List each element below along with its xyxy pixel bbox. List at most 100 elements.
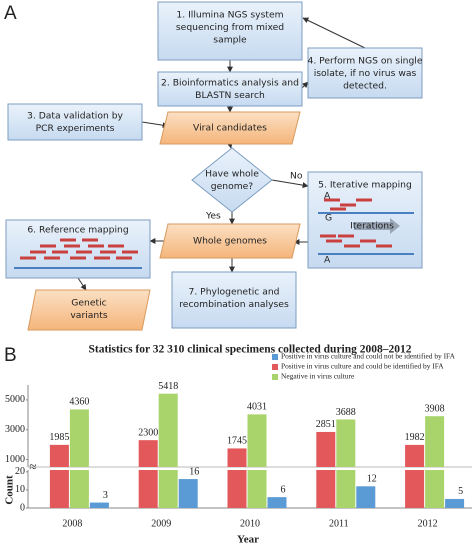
bar [158,393,178,467]
value-label: 5 [458,486,463,497]
edge-label: Yes [205,211,221,222]
panel-label: B [4,345,17,366]
bar [316,431,336,467]
decision [191,147,273,213]
value-label: 1985 [49,432,69,443]
bar [247,414,267,467]
bar [138,440,158,467]
process-box [307,171,423,269]
legend-label: Positive in virus culture and could not … [281,352,456,361]
chart-title: Statistics for 32 310 clinical specimens… [88,344,411,356]
upper-plot [49,393,464,474]
x-tick-label: 2011 [329,518,349,529]
bar [89,502,109,508]
value-label: 1745 [227,436,247,447]
value-label: 4360 [69,397,89,408]
mapping-label: A [324,255,331,266]
bar [445,498,465,508]
node-label: Genetic [71,298,106,309]
data-box [159,111,301,145]
bar [227,448,247,467]
legend-swatch [272,364,278,370]
y-tick-label: 10 [15,484,25,495]
value-label: 6 [281,484,286,495]
flow-arrow [226,142,233,149]
lower-plot [49,470,465,508]
axis-break: ≈ [29,459,36,474]
data-box [27,289,151,331]
bar [268,467,287,474]
flow-arrow [271,179,309,189]
edge-label: No [290,171,303,182]
node-label: recombination analyses [179,299,289,310]
value-label: 12 [367,474,377,485]
panel-label: A [4,3,17,24]
process-box [7,103,143,141]
node-label: detected. [343,81,387,92]
node-label: 3. Data validation by [27,111,124,122]
process-box [307,47,423,99]
value-label: 16 [189,466,199,477]
bar [336,470,356,508]
node-label: genome? [211,181,254,192]
value-label: 2300 [138,427,158,438]
node-label: 4. Perform NGS on single [308,56,423,67]
bar [425,470,445,508]
y-tick-label: 5000 [5,394,25,405]
y-tick-label: 20 [15,466,25,477]
bar [247,470,267,508]
value-label: 4031 [247,402,267,413]
node-label: Viral candidates [193,123,267,134]
node-label: 7. Phylogenetic and [188,287,279,298]
bar [316,470,336,508]
flow-arrow [77,277,87,291]
mapping-label: G [325,213,332,224]
y-tick-label: 3000 [5,424,25,435]
node-label: isolate, if no virus was [314,68,417,79]
legend-swatch [272,354,278,360]
bar [405,444,425,467]
bar [445,467,464,474]
node-label: variants [70,310,107,321]
bar [158,470,178,508]
process-box [171,271,297,329]
mapping-label: A [324,191,331,202]
iteration-arrow [354,218,400,234]
bar [425,416,445,467]
bar [49,470,69,508]
bar [405,470,425,508]
value-label: 3 [103,490,108,501]
x-axis-label: Year [237,534,259,545]
legend-label: Positive in virus culture and could be i… [281,362,444,371]
x-tick-label: 2009 [151,518,171,529]
node-label: 2. Bioinformatics analysis and [161,78,299,89]
flow-arrow [141,121,169,129]
node-label: 6. Reference mapping [27,225,128,236]
value-label: 2851 [316,419,336,430]
value-label: 3908 [425,403,445,414]
bar [90,467,109,474]
flow-arrow [301,81,309,89]
bar [138,470,158,508]
node-label: Whole genomes [193,236,267,247]
bar [49,444,69,467]
data-box [159,223,301,259]
value-label: 1982 [405,432,425,443]
node-label: sample [213,35,247,46]
bar [356,486,376,508]
node-label: BLASTN search [195,90,265,101]
y-tick-label: 1000 [5,454,25,465]
node-label: 1. Illumina NGS system [176,10,283,21]
process-box [157,1,303,61]
flow-arrow [302,17,366,49]
node-label: Have whole [205,169,259,180]
bar [178,479,198,508]
bar [267,497,287,508]
node-label: PCR experiments [36,123,115,134]
y-axis-label: Count [4,475,16,505]
x-tick-label: 2012 [418,518,438,529]
bar [336,419,356,467]
node-label: sequencing from mixed [176,22,284,33]
x-tick-label: 2010 [240,518,260,529]
